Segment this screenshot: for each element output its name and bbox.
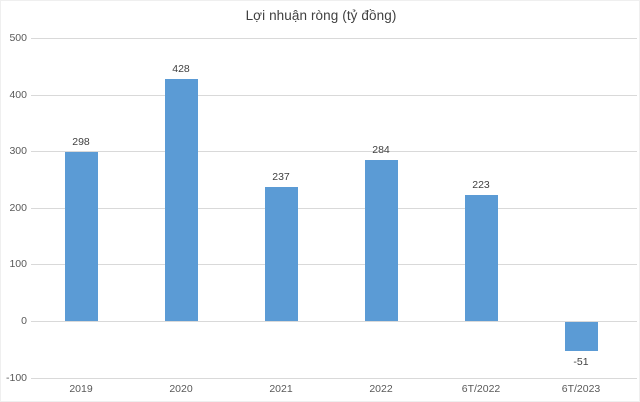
bar-value-label-6T/2022: 223 xyxy=(472,178,490,191)
bar-6T/2022 xyxy=(464,194,498,321)
gridline-y--100 xyxy=(31,377,637,379)
xtick-label-2019: 2019 xyxy=(69,383,93,395)
bar-value-label-2021: 237 xyxy=(272,170,290,183)
ytick-label-300: 300 xyxy=(9,145,27,158)
gridline-y-500 xyxy=(31,38,637,39)
ytick-label-400: 400 xyxy=(9,88,27,101)
bar-6T/2023 xyxy=(564,322,598,351)
xtick-label-6T/2023: 6T/2023 xyxy=(561,383,601,395)
gridline-y-300 xyxy=(31,151,637,153)
bar-2020 xyxy=(164,78,198,321)
ytick-label-500: 500 xyxy=(9,32,27,44)
gridline-y-0 xyxy=(31,321,637,322)
bar-2019 xyxy=(64,152,98,321)
bar-value-label-2020: 428 xyxy=(172,62,190,75)
ytick-label-0: 0 xyxy=(21,315,27,327)
gridline-y-400 xyxy=(31,94,637,96)
gridline-y-200 xyxy=(31,207,637,209)
xtick-label-2021: 2021 xyxy=(269,383,293,395)
bar-2021 xyxy=(264,186,298,321)
bar-2022 xyxy=(364,160,398,321)
bar-value-label-6T/2023: -51 xyxy=(573,355,589,368)
ytick-label--100: -100 xyxy=(5,371,27,384)
ytick-label-100: 100 xyxy=(9,258,27,271)
bar-value-label-2022: 284 xyxy=(372,144,390,157)
bar-value-label-2019: 298 xyxy=(72,136,90,149)
chart-title: Lợi nhuận ròng (tỷ đồng) xyxy=(245,8,397,23)
xtick-label-2020: 2020 xyxy=(169,383,193,395)
xtick-label-2022: 2022 xyxy=(369,383,393,395)
ytick-label-200: 200 xyxy=(9,201,27,214)
gridline-y-100 xyxy=(31,264,637,266)
xtick-label-6T/2022: 6T/2022 xyxy=(461,383,501,395)
